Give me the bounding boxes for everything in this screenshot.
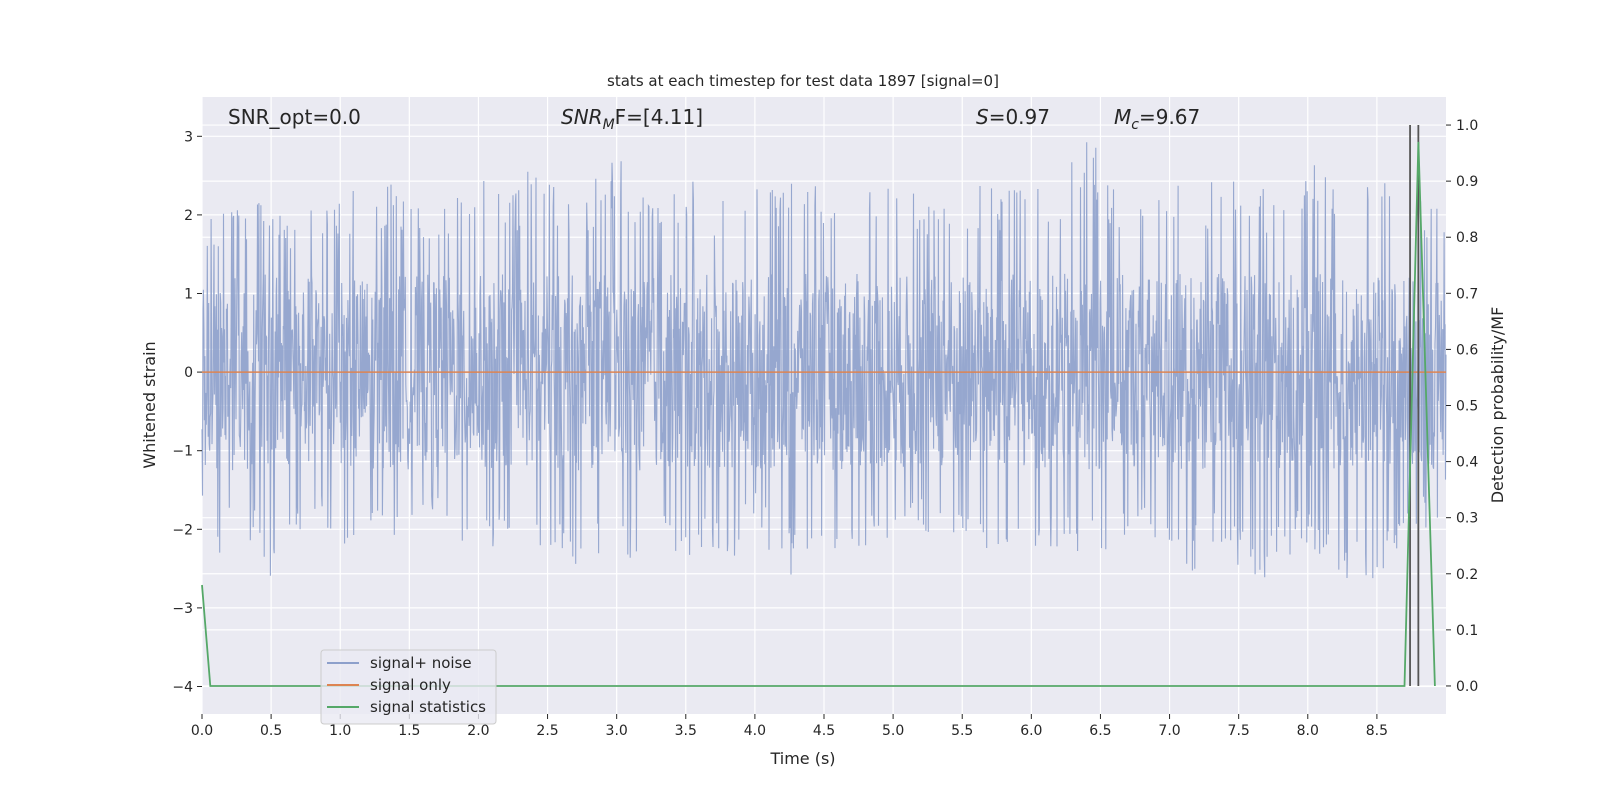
annotation-snr-opt: SNR_opt=0.0 [228, 105, 361, 129]
x-tick-label: 0.5 [260, 723, 282, 739]
y-tick-label: 0 [184, 365, 193, 381]
legend-item-signal-statistics: signal statistics [327, 698, 486, 716]
annotation-s-rest: =0.97 [989, 105, 1050, 129]
y-tick-label: 2 [184, 208, 193, 224]
y2-axis-label: Detection probability/MF [1488, 307, 1507, 504]
y2-axis-ticks: 1.0 0.9 0.8 0.7 0.6 0.5 0.4 0.3 0.2 0.1 0.0 [1446, 118, 1478, 695]
y-tick-label: −2 [172, 522, 193, 538]
legend-label-signal-plus-noise: signal+ noise [370, 654, 472, 672]
legend: signal+ noise signal only signal statist… [320, 649, 497, 725]
annotations: SNR_opt=0.0 SNRMF=[4.11] S=0.97 Mc=9.67 [228, 105, 1200, 133]
x-tick-label: 7.5 [1228, 723, 1250, 739]
annotation-snr-mf-var: SNR [561, 105, 603, 129]
x-tick-label: 7.0 [1158, 723, 1180, 739]
y2-tick-label: 0.5 [1456, 399, 1478, 415]
annotation-snr-mf-rest: F=[4.11] [615, 105, 703, 129]
y-tick-label: −1 [172, 444, 193, 460]
series-signal-statistics [201, 141, 1436, 687]
series-signal-plus-noise [201, 142, 1447, 579]
legend-label-signal-statistics: signal statistics [370, 698, 486, 716]
y2-tick-label: 0.4 [1456, 455, 1478, 471]
annotation-s: S=0.97 [976, 105, 1050, 129]
x-axis-ticks: 0.0 0.5 1.0 1.5 2.0 2.5 3.0 3.5 4.0 4.5 5.0 5.5 6.0 6… [191, 714, 1388, 739]
annotation-mc-sub: c [1131, 117, 1139, 133]
legend-item-signal-plus-noise: signal+ noise [327, 654, 472, 672]
annotation-snr-mf-sub: M [603, 117, 615, 133]
y2-tick-label: 0.3 [1456, 511, 1478, 527]
annotation-snr-mf: SNRMF=[4.11] [561, 105, 703, 133]
y-tick-label: −4 [172, 679, 193, 695]
y2-tick-label: 0.8 [1456, 230, 1478, 246]
x-tick-label: 3.5 [675, 723, 697, 739]
x-tick-label: 1.0 [329, 723, 351, 739]
annotation-mc: Mc=9.67 [1114, 105, 1200, 133]
y2-tick-label: 0.2 [1456, 567, 1478, 583]
x-tick-label: 2.0 [467, 723, 489, 739]
y2-tick-label: 0.6 [1456, 342, 1478, 358]
y2-tick-label: 1.0 [1456, 118, 1478, 134]
y2-tick-label: 0.9 [1456, 174, 1478, 190]
x-axis-label: Time (s) [769, 749, 835, 768]
y-axis-ticks: 3 2 1 0 −1 −2 −3 −4 [172, 129, 202, 695]
statistics-line [201, 141, 1436, 687]
x-tick-label: 3.0 [606, 723, 628, 739]
annotation-s-var: S [976, 105, 989, 129]
x-tick-label: 4.0 [744, 723, 766, 739]
x-tick-label: 8.0 [1297, 723, 1319, 739]
x-tick-label: 8.5 [1366, 723, 1388, 739]
y2-tick-label: 0.1 [1456, 623, 1478, 639]
y2-tick-label: 0.7 [1456, 286, 1478, 302]
chart-title: stats at each timestep for test data 189… [607, 72, 999, 90]
x-tick-label: 5.0 [882, 723, 904, 739]
x-tick-label: 6.0 [1020, 723, 1042, 739]
x-tick-label: 4.5 [813, 723, 835, 739]
legend-item-signal-only: signal only [327, 676, 451, 694]
y-tick-label: 3 [184, 129, 193, 145]
legend-label-signal-only: signal only [370, 676, 451, 694]
y-axis-label: Whitened strain [140, 341, 159, 468]
x-tick-label: 0.0 [191, 723, 213, 739]
annotation-mc-var: M [1114, 105, 1131, 129]
y2-tick-label: 0.0 [1456, 679, 1478, 695]
y-tick-label: 1 [184, 286, 193, 302]
y-tick-label: −3 [172, 601, 193, 617]
x-tick-label: 2.5 [536, 723, 558, 739]
x-tick-label: 6.5 [1089, 723, 1111, 739]
legend-box [320, 649, 497, 725]
noise-trace [201, 142, 1447, 579]
x-tick-label: 1.5 [398, 723, 420, 739]
detection-vlines [1409, 125, 1420, 686]
annotation-mc-rest: =9.67 [1139, 105, 1200, 129]
x-tick-label: 5.5 [951, 723, 973, 739]
